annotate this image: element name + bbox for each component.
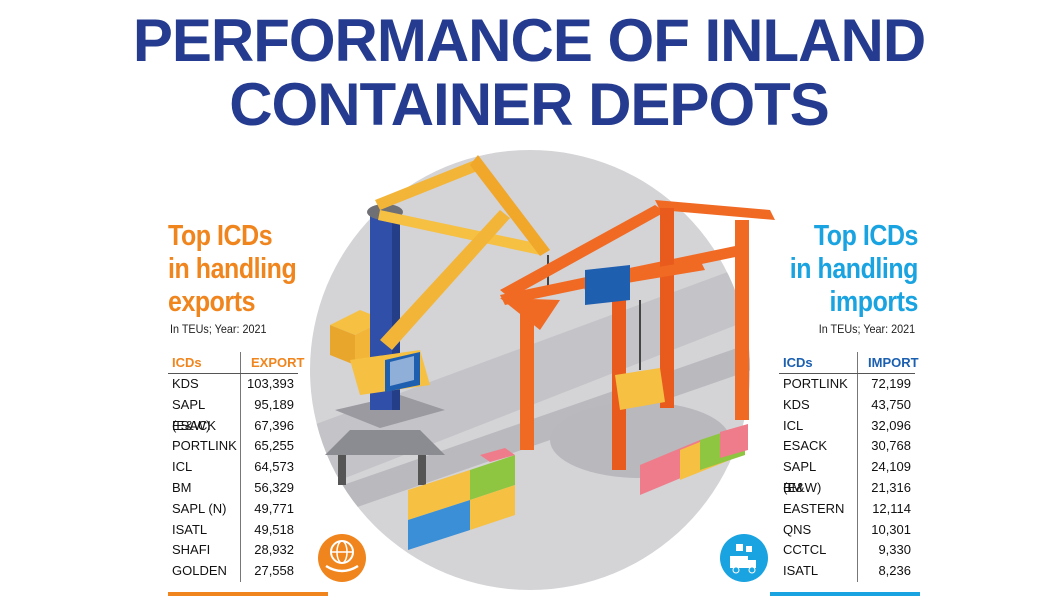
row-icd-name: PORTLINK: [783, 376, 848, 391]
harbour-crane: [325, 155, 550, 485]
table-row: QNS 10,301: [779, 519, 915, 541]
imports-table-body: PORTLINK 72,199 KDS 43,750 ICL 32,096 ESACK 30,…: [779, 374, 915, 582]
imports-table-header: ICDs IMPORT: [779, 352, 919, 374]
table-row: PORTLINK 65,255: [168, 436, 298, 458]
container-stack-right: [640, 424, 748, 495]
row-teu-value: 72,199: [857, 374, 915, 395]
gantry-crane: [500, 200, 775, 470]
table-row: BM 56,329: [168, 477, 298, 499]
imports-col-import: IMPORT: [857, 352, 923, 373]
row-teu-value: 43,750: [857, 394, 915, 416]
row-icd-name: KDS: [172, 376, 199, 391]
row-teu-value: 95,189: [240, 394, 298, 416]
exports-col-export: EXPORT: [240, 352, 308, 373]
row-icd-name: BM: [172, 479, 192, 495]
row-teu-value: 28,932: [240, 540, 298, 562]
imports-col-icds: ICDs: [783, 355, 813, 370]
row-teu-value: 9,330: [857, 540, 915, 562]
imports-heading: Top ICDs in handling imports: [789, 220, 919, 319]
row-icd-name: ISATL: [783, 563, 819, 579]
row-icd-name: SAPL (E&W): [172, 396, 211, 433]
title-line-2: CONTAINER DEPOTS: [229, 71, 830, 138]
table-row: ISATL 8,236: [779, 561, 915, 582]
row-teu-value: 12,114: [857, 498, 915, 520]
row-teu-value: 10,301: [857, 519, 915, 541]
row-icd-name: PORTLINK: [172, 438, 237, 454]
imports-heading-text: Top ICDs in handling imports: [789, 220, 919, 318]
table-row: SAPL (E&W) 24,109: [779, 457, 915, 495]
table-row: GOLDEN 27,558: [168, 561, 298, 582]
imports-unit-note: In TEUs; Year: 2021: [818, 322, 915, 336]
table-row: CCTCL 9,330: [779, 540, 915, 562]
table-row: ESACK 67,396: [168, 415, 298, 437]
row-teu-value: 49,518: [240, 519, 298, 541]
exports-unit-note: In TEUs; Year: 2021: [170, 322, 267, 336]
row-teu-value: 30,768: [857, 436, 915, 458]
row-teu-value: 65,255: [240, 436, 298, 458]
imports-accent-bar: [770, 592, 920, 596]
table-row: ISATL 49,518: [168, 519, 298, 541]
exports-table-header: ICDs EXPORT: [168, 352, 304, 374]
row-icd-name: ICL: [172, 459, 193, 475]
row-icd-name: ICL: [783, 417, 804, 433]
row-teu-value: 56,329: [240, 477, 298, 499]
row-icd-name: ESACK: [783, 438, 828, 454]
table-row: KDS 103,393: [168, 374, 298, 395]
table-row: BM 21,316: [779, 477, 915, 499]
table-row: EASTERN 12,114: [779, 498, 915, 520]
table-row: SAPL (N) 49,771: [168, 498, 298, 520]
exports-col-icds: ICDs: [172, 355, 202, 370]
exports-table: ICDs EXPORT KDS 103,393 SAPL (E&W) 95,189 ES…: [168, 352, 304, 582]
row-icd-name: CCTCL: [783, 542, 827, 558]
exports-heading-text: Top ICDs in handling exports: [168, 220, 297, 318]
row-teu-value: 27,558: [240, 561, 298, 582]
row-icd-name: BM: [783, 479, 803, 495]
container-stack-left: [408, 448, 515, 550]
title-line-1: PERFORMANCE OF INLAND: [132, 7, 926, 74]
globe-hand-icon: [318, 534, 366, 582]
row-teu-value: 103,393: [240, 374, 298, 395]
table-row: ICL 32,096: [779, 415, 915, 437]
table-row: PORTLINK 72,199: [779, 374, 915, 395]
row-icd-name: SAPL (N): [172, 500, 227, 516]
table-row: ESACK 30,768: [779, 436, 915, 458]
exports-table-body: KDS 103,393 SAPL (E&W) 95,189 ESACK 67,396 POR…: [168, 374, 298, 582]
row-teu-value: 21,316: [857, 477, 915, 499]
row-icd-name: ISATL: [172, 521, 208, 537]
table-row: KDS 43,750: [779, 394, 915, 416]
row-icd-name: QNS: [783, 521, 812, 537]
row-icd-name: KDS: [783, 396, 810, 412]
row-icd-name: SHAFI: [172, 542, 211, 558]
table-row: SHAFI 28,932: [168, 540, 298, 562]
row-icd-name: SAPL (E&W): [783, 459, 822, 495]
row-icd-name: EASTERN: [783, 500, 845, 516]
exports-heading: Top ICDs in handling exports: [168, 220, 297, 319]
row-teu-value: 67,396: [240, 415, 298, 437]
row-teu-value: 8,236: [857, 561, 915, 582]
imports-table: ICDs IMPORT PORTLINK 72,199 KDS 43,750 ICL 32…: [779, 352, 919, 582]
table-row: SAPL (E&W) 95,189: [168, 394, 298, 433]
row-icd-name: GOLDEN: [172, 563, 227, 579]
table-row: ICL 64,573: [168, 457, 298, 478]
row-teu-value: 24,109: [857, 457, 915, 478]
row-teu-value: 64,573: [240, 457, 298, 478]
row-teu-value: 32,096: [857, 415, 915, 437]
exports-accent-bar: [168, 592, 328, 596]
row-teu-value: 49,771: [240, 498, 298, 520]
row-icd-name: ESACK: [172, 417, 217, 433]
